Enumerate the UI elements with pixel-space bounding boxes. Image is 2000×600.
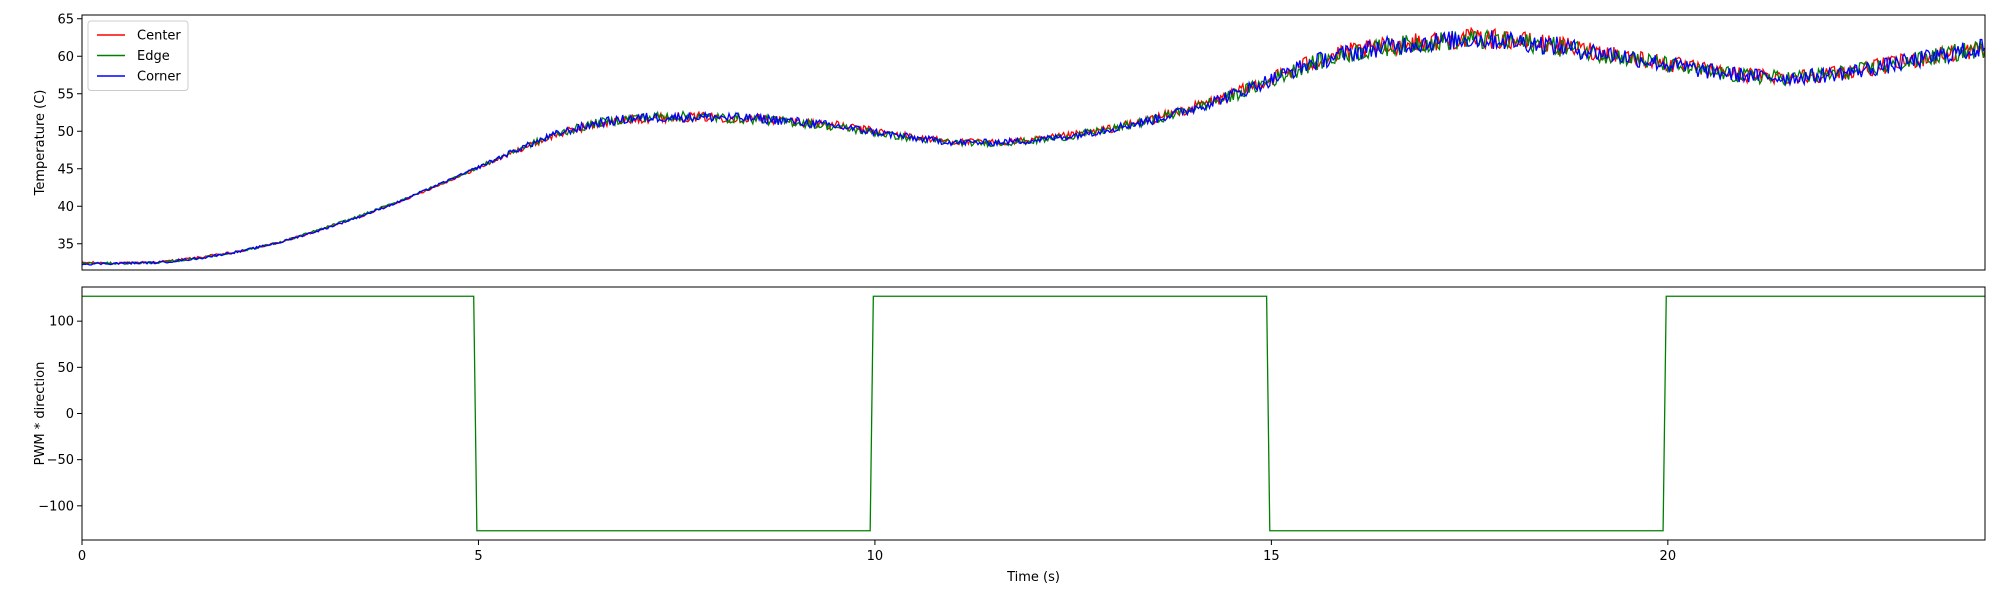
series-line-edge xyxy=(82,28,1985,266)
x-tick-label: 5 xyxy=(474,549,482,564)
axes-frame xyxy=(81,286,1986,541)
y-tick-label: 40 xyxy=(57,200,74,215)
x-tick-label: 20 xyxy=(1660,549,1677,564)
series-line-pwm xyxy=(82,295,1985,532)
legend: Center Edge Corner xyxy=(87,20,189,91)
x-axis-label: Time (s) xyxy=(1006,570,1060,585)
series-line-corner xyxy=(82,30,1985,266)
y-tick-label: 65 xyxy=(57,12,74,27)
x-tick-label: 15 xyxy=(1263,549,1280,564)
y-tick-label: 50 xyxy=(57,361,74,376)
x-tick-label: 10 xyxy=(867,549,884,564)
y-tick-label: −50 xyxy=(47,453,74,468)
legend-label-edge: Edge xyxy=(137,49,170,64)
y-tick-label: 50 xyxy=(57,125,74,140)
y-axis-label: Temperature (C) xyxy=(33,90,48,197)
series-line-center xyxy=(82,26,1985,265)
legend-box xyxy=(87,20,189,91)
y-axis-label: PWM * direction xyxy=(33,362,48,466)
y-tick-label: −100 xyxy=(38,499,74,514)
legend-label-center: Center xyxy=(137,29,181,44)
plot-area xyxy=(82,26,1985,266)
y-tick-label: 55 xyxy=(57,87,74,102)
y-tick-label: 45 xyxy=(57,162,74,177)
pwm-panel: −100 −50 0 50 100 0 5 10 15 20 PWM * direction Time… xyxy=(33,286,1986,585)
y-tick-label: 0 xyxy=(66,407,74,422)
x-tick-label: 0 xyxy=(78,549,86,564)
y-tick-label: 100 xyxy=(49,315,74,330)
axes-frame xyxy=(81,14,1986,271)
y-tick-label: 60 xyxy=(57,50,74,65)
legend-label-corner: Corner xyxy=(137,70,181,85)
y-tick-label: 35 xyxy=(57,237,74,252)
plot-area xyxy=(82,295,1985,532)
